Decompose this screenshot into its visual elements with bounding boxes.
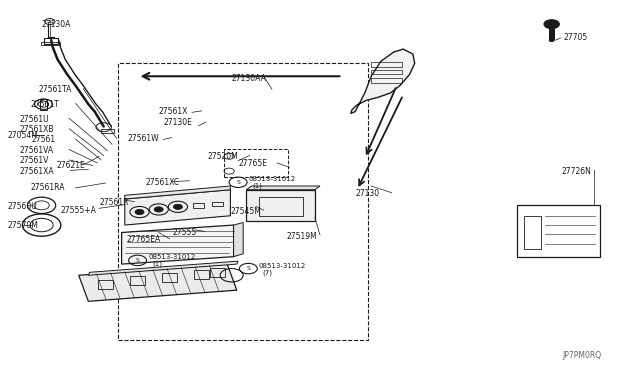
Text: S: S bbox=[136, 258, 140, 263]
Bar bbox=[371, 70, 402, 74]
Text: 08513-31012: 08513-31012 bbox=[148, 254, 196, 260]
Text: 08513-31012: 08513-31012 bbox=[259, 263, 306, 269]
Text: S: S bbox=[246, 266, 250, 271]
Text: 27561XB: 27561XB bbox=[19, 125, 54, 134]
Text: 27520M: 27520M bbox=[208, 152, 239, 161]
Text: 27561: 27561 bbox=[32, 135, 56, 144]
Text: 27561VA: 27561VA bbox=[19, 146, 53, 155]
Polygon shape bbox=[122, 225, 234, 264]
Circle shape bbox=[549, 39, 554, 42]
Bar bbox=[162, 273, 177, 282]
Text: 27560U: 27560U bbox=[8, 202, 37, 211]
Text: 27561V: 27561V bbox=[19, 156, 49, 165]
Text: 27561TA: 27561TA bbox=[38, 85, 72, 94]
Text: 27561RA: 27561RA bbox=[31, 183, 65, 192]
Bar bbox=[517, 205, 600, 257]
Text: (1): (1) bbox=[252, 183, 262, 189]
Bar bbox=[193, 203, 204, 208]
Polygon shape bbox=[246, 190, 315, 221]
Bar bbox=[224, 149, 288, 177]
Bar bbox=[98, 280, 113, 289]
Bar bbox=[40, 99, 47, 110]
Text: 27561XA: 27561XA bbox=[19, 167, 54, 176]
Bar bbox=[259, 197, 303, 216]
Text: 27130A: 27130A bbox=[42, 20, 71, 29]
Bar bbox=[212, 202, 223, 206]
Bar bbox=[524, 216, 541, 249]
Bar bbox=[44, 38, 58, 44]
Circle shape bbox=[173, 204, 182, 209]
Text: 27519M: 27519M bbox=[287, 232, 317, 241]
Text: 08513-31012: 08513-31012 bbox=[248, 176, 296, 182]
Text: 27555+A: 27555+A bbox=[61, 206, 97, 215]
Text: 27555: 27555 bbox=[173, 228, 197, 237]
Text: 27765E: 27765E bbox=[239, 159, 268, 168]
Text: 27561X: 27561X bbox=[158, 107, 188, 116]
Bar bbox=[130, 276, 145, 285]
Text: 27561W: 27561W bbox=[128, 134, 159, 143]
Bar bbox=[371, 78, 402, 83]
Polygon shape bbox=[125, 186, 230, 199]
Bar bbox=[210, 268, 225, 277]
Text: 27130AA: 27130AA bbox=[232, 74, 266, 83]
Text: 27705: 27705 bbox=[563, 33, 588, 42]
Text: 27054M: 27054M bbox=[8, 131, 38, 140]
Text: 27545M: 27545M bbox=[230, 207, 261, 216]
Bar bbox=[549, 25, 554, 39]
Bar bbox=[194, 270, 209, 279]
Bar bbox=[101, 129, 114, 133]
Bar bbox=[371, 62, 402, 67]
Circle shape bbox=[154, 207, 163, 212]
Polygon shape bbox=[351, 49, 415, 113]
Text: (7): (7) bbox=[262, 269, 273, 276]
Circle shape bbox=[544, 20, 559, 29]
Text: S: S bbox=[236, 180, 240, 185]
Bar bbox=[118, 63, 368, 340]
Text: JP7PM0RQ: JP7PM0RQ bbox=[562, 351, 601, 360]
Text: 27561U: 27561U bbox=[19, 115, 49, 124]
Polygon shape bbox=[246, 186, 320, 190]
Bar bbox=[41, 42, 60, 45]
Polygon shape bbox=[234, 222, 243, 257]
Text: 27765EA: 27765EA bbox=[126, 235, 161, 244]
Text: 27561XC: 27561XC bbox=[146, 178, 180, 187]
Text: 27621E: 27621E bbox=[56, 161, 85, 170]
Text: (1): (1) bbox=[152, 261, 163, 267]
Text: 27561T: 27561T bbox=[31, 100, 60, 109]
Polygon shape bbox=[79, 264, 237, 301]
Text: 27130: 27130 bbox=[355, 189, 380, 198]
Text: 27130E: 27130E bbox=[163, 118, 192, 127]
Polygon shape bbox=[88, 261, 238, 275]
Text: 27726N: 27726N bbox=[562, 167, 592, 176]
Text: 27561R: 27561R bbox=[99, 198, 129, 207]
Polygon shape bbox=[125, 190, 230, 225]
Circle shape bbox=[135, 209, 144, 215]
Text: 27570M: 27570M bbox=[8, 221, 38, 230]
